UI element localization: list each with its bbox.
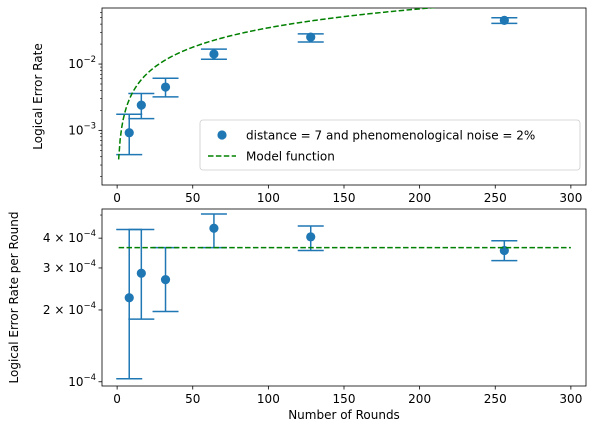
y-tick-label: 3 × 10−4 [43, 259, 96, 275]
y-tick-label-coefficient: 2 [43, 303, 51, 317]
data-point [160, 82, 171, 92]
y-tick-label-times: × [51, 231, 69, 245]
y-tick-label: 10−4 [68, 373, 96, 389]
y-tick-label-exponent: −4 [83, 301, 96, 311]
y-tick-label-exponent: −2 [83, 55, 96, 65]
x-tick-label: 0 [113, 191, 121, 205]
x-axis-label: Number of Rounds [288, 408, 400, 422]
data-point [136, 268, 146, 278]
y-tick-label-base: 10 [68, 57, 83, 71]
x-tick-label: 100 [257, 392, 280, 406]
y-tick-label-base: 10 [68, 375, 83, 389]
y-tick-label-coefficient: 4 [43, 231, 51, 245]
data-point [136, 100, 146, 110]
y-tick-label-base: 10 [68, 261, 83, 275]
y-tick-label-base: 10 [68, 123, 83, 137]
y-tick-label-base: 10 [68, 231, 83, 245]
y-tick-label-exponent: −4 [83, 229, 96, 239]
y-tick-label-times: × [51, 303, 69, 317]
y-tick-label-exponent: −4 [83, 373, 96, 383]
x-tick-label: 300 [559, 392, 582, 406]
data-point [209, 223, 219, 233]
y-tick-label-exponent: −4 [83, 259, 96, 269]
y-tick-label: 10−3 [68, 121, 96, 137]
legend-marker-points [217, 130, 227, 140]
x-tick-label: 250 [484, 191, 507, 205]
x-tick-label: 150 [333, 191, 356, 205]
y-tick-label-coefficient: 3 [43, 261, 51, 275]
data-point [124, 293, 134, 303]
y-tick-label-exponent: −3 [83, 121, 96, 131]
y-tick-label: 4 × 10−4 [43, 229, 96, 245]
data-point [306, 32, 316, 42]
x-tick-label: 250 [484, 392, 507, 406]
axes-frame [101, 208, 587, 387]
model-function-line [117, 8, 439, 160]
y-tick-label-times: × [51, 261, 69, 275]
x-tick-label: 200 [408, 191, 431, 205]
x-tick-label: 150 [333, 392, 356, 406]
x-tick-label: 100 [257, 191, 280, 205]
x-tick-label: 50 [185, 392, 200, 406]
data-point [160, 275, 171, 285]
x-tick-label: 50 [185, 191, 200, 205]
y-axis-label: Logical Error Rate [31, 43, 45, 149]
x-tick-label: 200 [408, 392, 431, 406]
y-tick-label: 10−2 [68, 55, 96, 71]
x-tick-label: 300 [559, 191, 582, 205]
data-point [499, 15, 509, 26]
data-point [209, 49, 219, 59]
legend-entry-label: distance = 7 and phenomenological noise … [246, 129, 535, 143]
legend-box [199, 119, 581, 171]
y-tick-label: 2 × 10−4 [43, 301, 96, 317]
legend-entry-label: Model function [246, 150, 335, 164]
y-axis-label: Logical Error Rate per Round [7, 212, 21, 384]
data-point [306, 232, 316, 242]
data-point [124, 128, 134, 138]
legend: distance = 7 and phenomenological noise … [199, 119, 581, 171]
y-tick-label-base: 10 [68, 303, 83, 317]
x-tick-label: 0 [113, 392, 121, 406]
